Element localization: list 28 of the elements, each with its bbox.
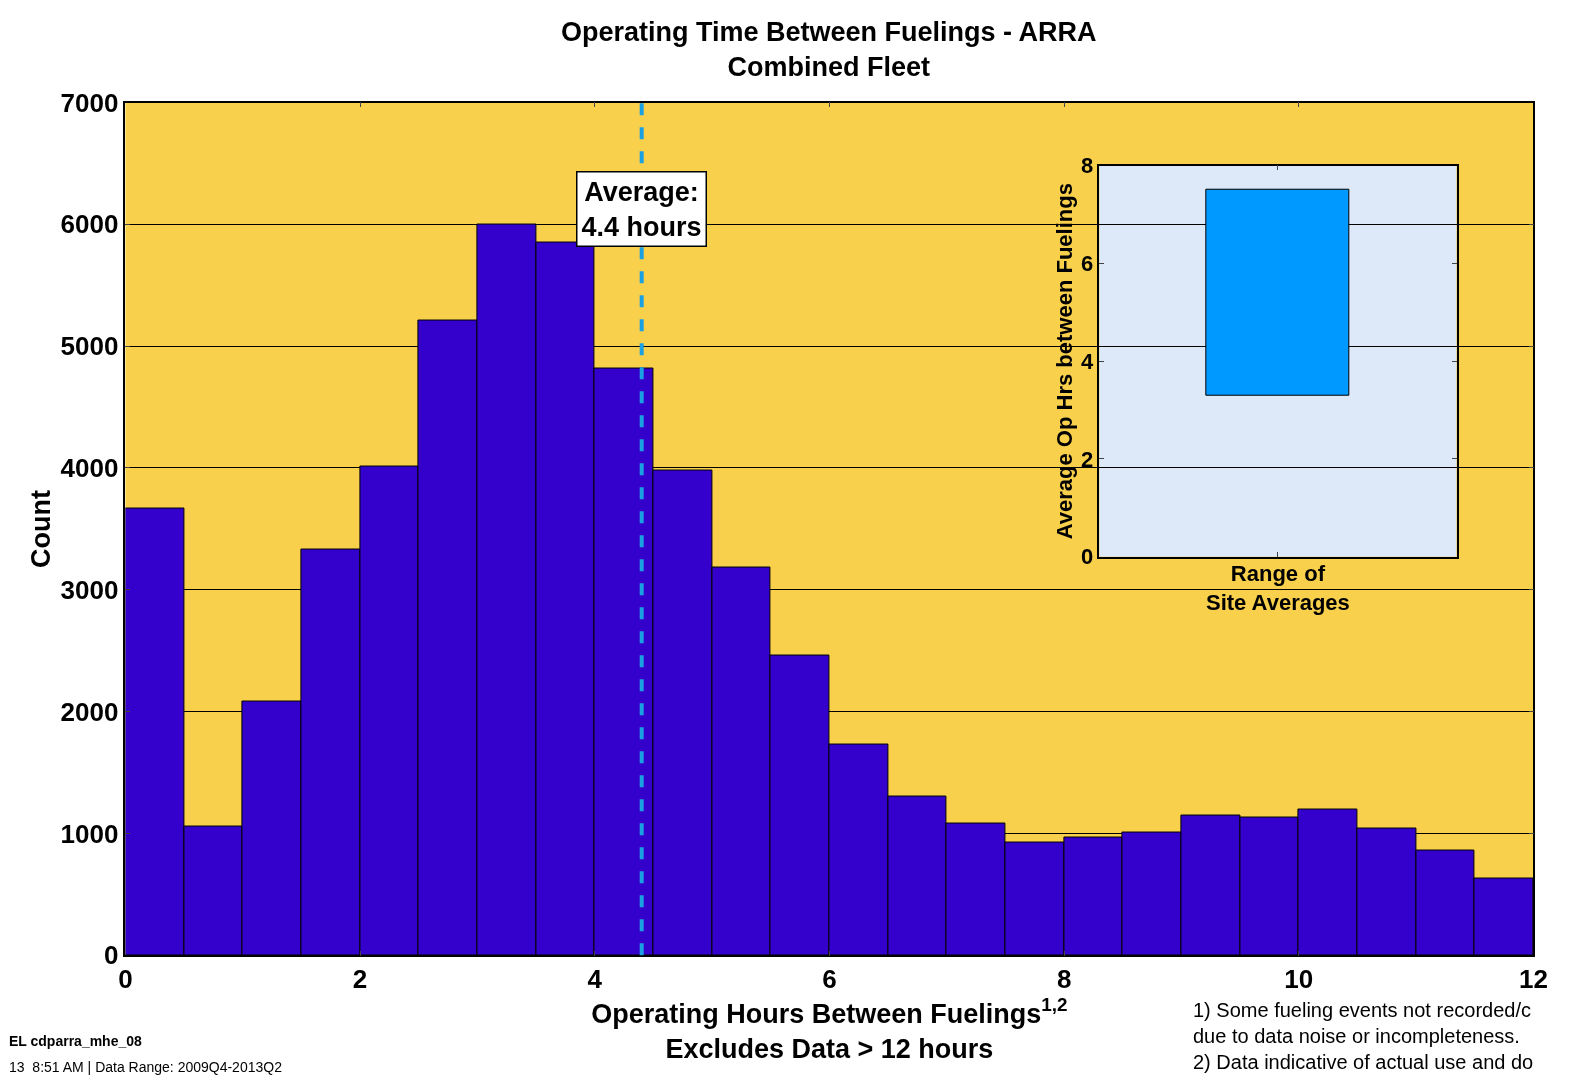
x-tick-label: 4 [587,964,603,995]
y-tick-label: 6 [1080,251,1094,277]
y-tick-label: 4 [1080,348,1094,374]
y-tick-label: 3000 [60,574,119,605]
y-tick-label: 1000 [60,818,119,849]
x-tick-label: 2 [352,964,368,995]
y-tick-label: 0 [103,940,119,971]
ref-line-label: Average: 4.4 hours [581,176,702,242]
text: 13 8:51 AM | Data Range: 2009Q4-2013Q2 [9,1059,283,1075]
y-tick-label: 6000 [60,209,119,240]
y-tick-label: 7000 [60,87,119,118]
y-tick-label: 0 [1080,544,1094,570]
y-tick-label: 8 [1080,153,1094,179]
y-tick-label: 2 [1080,446,1094,472]
x-tick-label: 10 [1284,964,1314,995]
y-axis-title: Average Op Hrs between Fuelings [1052,183,1078,540]
x-tick-label: 12 [1519,964,1548,995]
text: Operating Hours Between Fuelings$^{1,2}$ Excludes Data > 12 hours [591,994,1068,1064]
x-tick-label: 8 [1056,964,1072,995]
text: EL cdparra_mhe_08 [9,1033,143,1049]
x-axis-title: Range of Site Averages [1205,561,1350,615]
y-tick-label: 2000 [60,696,119,727]
y-tick-label: 5000 [60,331,119,362]
y-tick-label: 4000 [60,453,119,484]
text: 1) Some fueling events not recorded/c due to data noise or incompleteness. 2) Data indicative of actual use and do [1193,999,1534,1073]
y-axis-title: Count [26,489,57,568]
chart-title: Operating Time Between Fuelings - ARRA Combined Fleet [561,17,1097,83]
x-tick-label: 6 [822,964,837,995]
